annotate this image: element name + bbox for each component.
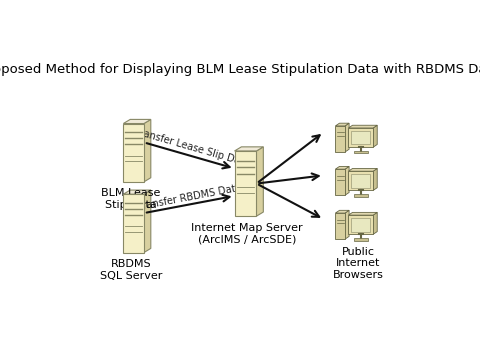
Text: Transfer Lease Slip Data: Transfer Lease Slip Data <box>133 127 250 169</box>
Polygon shape <box>123 119 151 123</box>
Polygon shape <box>345 166 349 195</box>
Text: RBDMS
SQL Server: RBDMS SQL Server <box>100 259 162 281</box>
Bar <box>354 151 368 153</box>
Polygon shape <box>235 147 264 151</box>
Polygon shape <box>373 213 377 234</box>
Bar <box>354 238 368 240</box>
Polygon shape <box>348 168 377 171</box>
Bar <box>123 194 144 253</box>
Bar <box>336 126 345 152</box>
Bar <box>351 174 371 188</box>
Polygon shape <box>336 166 349 169</box>
Polygon shape <box>348 213 377 215</box>
Bar <box>348 171 373 191</box>
Bar <box>235 151 256 216</box>
Bar <box>351 131 371 144</box>
Polygon shape <box>345 210 349 239</box>
Polygon shape <box>144 190 151 253</box>
Bar <box>348 215 373 234</box>
Bar <box>336 213 345 239</box>
Bar <box>351 218 371 232</box>
Polygon shape <box>123 190 151 194</box>
Bar <box>348 128 373 147</box>
Text: Transfer RBDMS Data: Transfer RBDMS Data <box>137 182 242 212</box>
Polygon shape <box>336 210 349 213</box>
Polygon shape <box>144 119 151 182</box>
Bar <box>336 169 345 195</box>
Bar <box>123 123 144 182</box>
Polygon shape <box>373 168 377 191</box>
Polygon shape <box>373 125 377 147</box>
Text: Proposed Method for Displaying BLM Lease Stipulation Data with RBDMS Data: Proposed Method for Displaying BLM Lease… <box>0 63 480 76</box>
Text: BLM Lease
Stip Data: BLM Lease Stip Data <box>101 188 161 210</box>
Polygon shape <box>256 147 264 216</box>
Bar <box>354 194 368 197</box>
Polygon shape <box>348 125 377 128</box>
Polygon shape <box>336 123 349 126</box>
Text: Internet Map Server
(ArcIMS / ArcSDE): Internet Map Server (ArcIMS / ArcSDE) <box>191 223 303 245</box>
Text: Public
Internet
Browsers: Public Internet Browsers <box>333 247 384 280</box>
Polygon shape <box>345 123 349 152</box>
